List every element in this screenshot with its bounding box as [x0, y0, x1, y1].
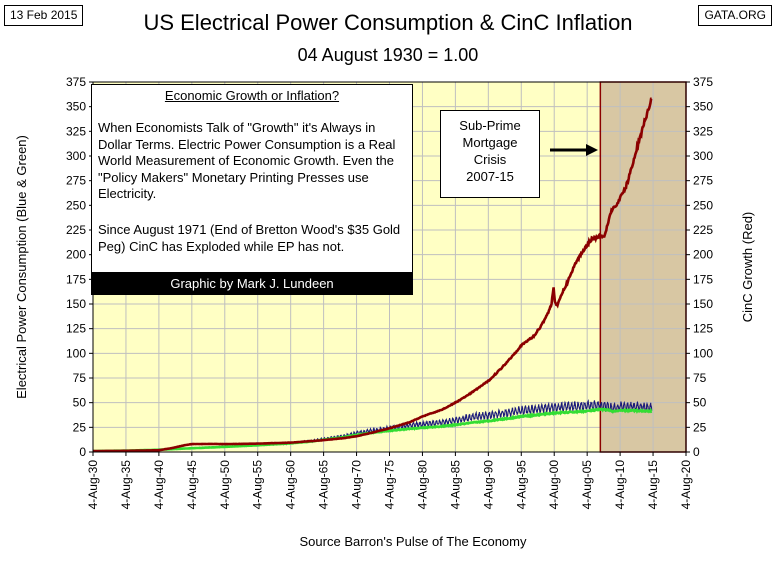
y-tick-label-right: 150 [693, 297, 713, 311]
y-tick-label-left: 125 [66, 322, 86, 336]
crisis-line-2: Mortgage [462, 135, 518, 150]
y-tick-label-right: 75 [693, 371, 707, 385]
info-heading: Economic Growth or Inflation? [164, 88, 340, 103]
y-tick-label-right: 275 [693, 174, 713, 188]
y-tick-label-right: 225 [693, 223, 713, 237]
crisis-shaded-region [600, 82, 686, 452]
chart-title: US Electrical Power Consumption & CinC I… [143, 10, 633, 35]
y-tick-label-left: 275 [66, 174, 86, 188]
y-tick-label-left: 325 [66, 124, 86, 138]
info-annotation-box: Economic Growth or Inflation? When Econo… [91, 84, 413, 295]
x-tick-label: 4-Aug-35 [119, 460, 133, 510]
y-tick-label-left: 150 [66, 297, 86, 311]
y-tick-label-right: 200 [693, 248, 713, 262]
x-tick-label: 4-Aug-65 [317, 460, 331, 510]
x-tick-label: 4-Aug-95 [514, 460, 528, 510]
y-tick-label-right: 375 [693, 75, 713, 89]
credit-bar: Graphic by Mark J. Lundeen [91, 272, 413, 295]
y-axis-title-right: CinC Growth (Red) [740, 212, 755, 323]
y-tick-label-right: 100 [693, 346, 713, 360]
x-tick-label: 4-Aug-75 [383, 460, 397, 510]
y-tick-label-right: 175 [693, 272, 713, 286]
y-tick-label-left: 100 [66, 346, 86, 360]
x-tick-label: 4-Aug-90 [481, 460, 495, 510]
x-axis-title: Source Barron's Pulse of The Economy [300, 534, 527, 549]
x-tick-label: 4-Aug-50 [218, 460, 232, 510]
y-tick-label-right: 0 [693, 445, 700, 459]
crisis-line-1: Sub-Prime [459, 118, 521, 133]
x-tick-label: 4-Aug-40 [152, 460, 166, 510]
series-line-cinc [93, 97, 653, 453]
x-tick-label: 4-Aug-85 [448, 460, 462, 510]
y-tick-label-left: 300 [66, 149, 86, 163]
y-tick-label-right: 25 [693, 420, 707, 434]
y-tick-label-left: 250 [66, 198, 86, 212]
y-tick-label-left: 175 [66, 272, 86, 286]
y-tick-label-left: 75 [73, 371, 87, 385]
x-tick-label: 4-Aug-10 [613, 460, 627, 510]
y-tick-label-left: 0 [79, 445, 86, 459]
crisis-arrow-head [586, 144, 598, 156]
y-tick-label-right: 300 [693, 149, 713, 163]
x-tick-label: 4-Aug-60 [284, 460, 298, 510]
y-tick-label-left: 200 [66, 248, 86, 262]
x-tick-label: 4-Aug-20 [679, 460, 693, 510]
x-tick-label: 4-Aug-15 [646, 460, 660, 510]
info-paragraph-1: When Economists Talk of "Growth" it's Al… [98, 120, 396, 201]
y-tick-label-right: 50 [693, 396, 707, 410]
x-tick-label: 4-Aug-05 [580, 460, 594, 510]
site-label: GATA.ORG [698, 5, 772, 26]
y-tick-label-left: 375 [66, 75, 86, 89]
y-tick-label-left: 25 [73, 420, 87, 434]
y-axis-title-left: Electrical Power Consumption (Blue & Gre… [14, 135, 29, 399]
crisis-annotation-box: Sub-Prime Mortgage Crisis 2007-15 [440, 110, 540, 198]
x-tick-label: 4-Aug-80 [415, 460, 429, 510]
x-tick-label: 4-Aug-70 [350, 460, 364, 510]
x-tick-label: 4-Aug-55 [251, 460, 265, 510]
y-tick-label-right: 250 [693, 198, 713, 212]
date-stamp: 13 Feb 2015 [4, 5, 84, 26]
y-tick-label-left: 350 [66, 100, 86, 114]
y-tick-label-right: 325 [693, 124, 713, 138]
crisis-line-4: 2007-15 [466, 169, 514, 184]
x-tick-label: 4-Aug-45 [185, 460, 199, 510]
y-tick-label-left: 50 [73, 396, 87, 410]
y-tick-label-left: 225 [66, 223, 86, 237]
y-tick-label-right: 350 [693, 100, 713, 114]
x-tick-label: 4-Aug-00 [547, 460, 561, 510]
info-paragraph-2: Since August 1971 (End of Bretton Wood's… [98, 222, 401, 254]
crisis-line-3: Crisis [473, 152, 507, 167]
y-tick-label-right: 125 [693, 322, 713, 336]
x-tick-label: 4-Aug-30 [86, 460, 100, 510]
chart-subtitle: 04 August 1930 = 1.00 [297, 45, 479, 65]
